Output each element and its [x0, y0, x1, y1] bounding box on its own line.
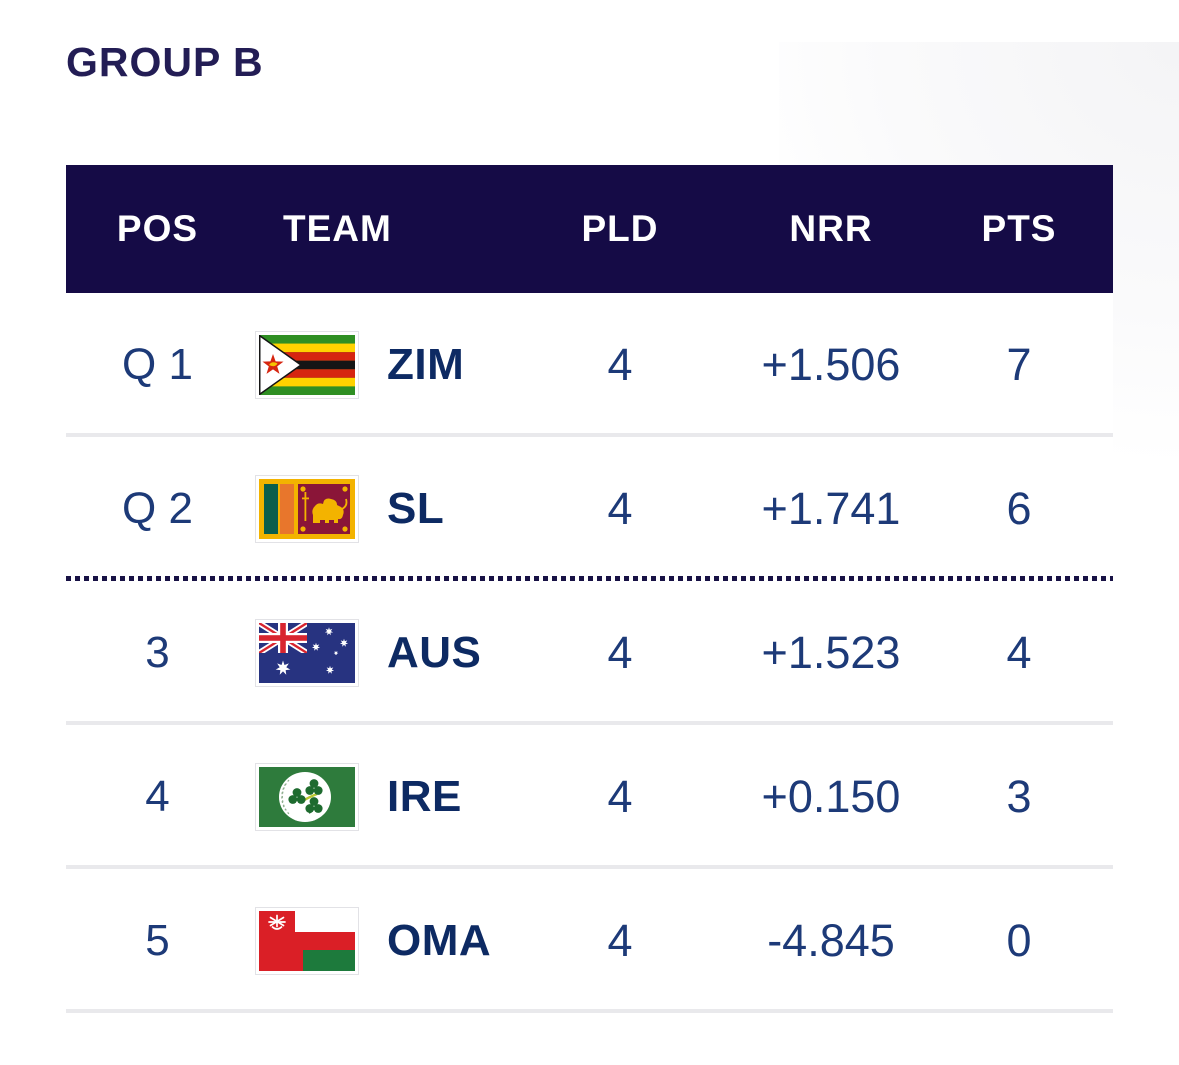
team-cell: OMA — [249, 907, 503, 975]
nrr-cell: -4.845 — [767, 915, 895, 966]
pld-cell: 4 — [607, 771, 633, 822]
nrr-cell: +1.523 — [761, 627, 901, 678]
nrr-cell: +0.150 — [761, 771, 901, 822]
pts-cell: 0 — [1006, 915, 1032, 966]
group-title: GROUP B — [66, 39, 264, 85]
team-code: AUS — [387, 628, 482, 677]
team-cell: AUS — [249, 619, 503, 687]
position-cell: 3 — [145, 628, 170, 677]
header-nrr: NRR — [789, 208, 873, 249]
table-row: Q 2 — [66, 437, 1113, 581]
header-pos: POS — [116, 208, 199, 249]
table-row: 4 — [66, 725, 1113, 869]
team-cell: SL — [249, 475, 503, 543]
table-row: 5 OMA — [66, 869, 1113, 1013]
header-pts: PTS — [981, 208, 1057, 249]
pld-cell: 4 — [607, 915, 633, 966]
position-cell: Q 2 — [122, 484, 193, 533]
zimbabwe-flag-icon — [255, 331, 359, 399]
header-pld: PLD — [581, 208, 659, 249]
table-row: 3 — [66, 581, 1113, 725]
team-code: SL — [387, 484, 445, 533]
standings-page: GROUP B POS TEAM PLD NRR PTS Q 1 — [0, 42, 1179, 1013]
position-cell: 4 — [145, 772, 170, 821]
australia-flag-icon — [255, 619, 359, 687]
team-code: IRE — [387, 772, 462, 821]
team-cell: ZIM — [249, 331, 503, 399]
table-row: Q 1 ZIM — [66, 293, 1113, 437]
nrr-cell: +1.506 — [761, 339, 901, 390]
position-cell: Q 1 — [122, 340, 193, 389]
pld-cell: 4 — [607, 627, 633, 678]
sri-lanka-flag-icon — [255, 475, 359, 543]
pts-cell: 7 — [1006, 339, 1032, 390]
standings-table: POS TEAM PLD NRR PTS Q 1 — [66, 165, 1113, 1013]
page-root: { "page": { "title": "GROUP B" }, "table… — [0, 42, 1179, 1065]
pts-cell: 6 — [1006, 483, 1032, 534]
team-code: OMA — [387, 916, 492, 965]
team-code: ZIM — [387, 340, 465, 389]
oman-flag-icon — [255, 907, 359, 975]
ireland-flag-icon — [255, 763, 359, 831]
pld-cell: 4 — [607, 483, 633, 534]
pld-cell: 4 — [607, 339, 633, 390]
nrr-cell: +1.741 — [761, 483, 901, 534]
header-team: TEAM — [283, 208, 392, 249]
pts-cell: 3 — [1006, 771, 1032, 822]
pts-cell: 4 — [1006, 627, 1032, 678]
team-cell: IRE — [249, 763, 503, 831]
position-cell: 5 — [145, 916, 170, 965]
table-header-row: POS TEAM PLD NRR PTS — [66, 165, 1113, 293]
